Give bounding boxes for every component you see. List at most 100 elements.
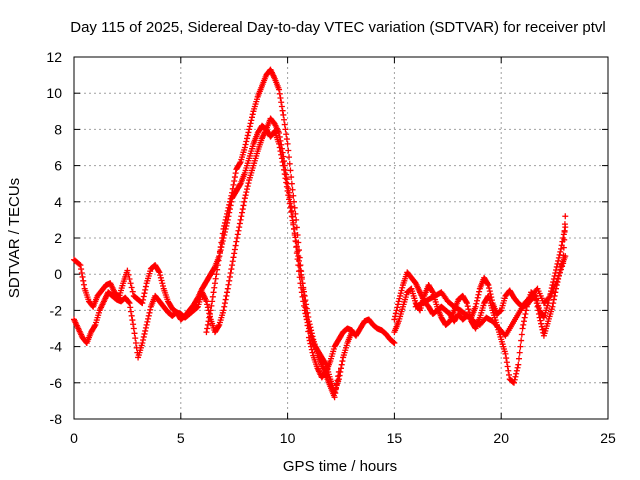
data-point	[128, 302, 131, 304]
data-point	[444, 324, 447, 326]
x-axis-label: GPS time / hours	[283, 458, 397, 475]
data-point	[342, 331, 344, 333]
data-point	[113, 291, 116, 294]
data-point	[402, 305, 404, 308]
data-point	[453, 320, 456, 323]
data-point	[115, 298, 118, 301]
data-point	[100, 289, 103, 292]
data-point	[483, 277, 485, 279]
data-point	[107, 291, 109, 294]
data-point	[222, 309, 225, 312]
data-point	[380, 329, 383, 332]
data-point	[440, 305, 443, 308]
data-point	[397, 320, 400, 323]
data-point	[536, 287, 539, 290]
data-point	[496, 313, 498, 315]
data-point	[269, 135, 272, 138]
y-tick-label: 2	[54, 230, 62, 246]
data-point	[86, 342, 88, 344]
data-point	[273, 77, 276, 80]
data-point	[513, 296, 515, 299]
data-point	[363, 320, 366, 323]
data-point	[239, 161, 242, 163]
data-point	[419, 309, 421, 312]
data-point	[145, 324, 148, 326]
data-point	[397, 300, 400, 303]
data-point	[453, 305, 456, 308]
y-tick-label: -4	[50, 339, 63, 355]
data-point	[248, 179, 250, 181]
data-point	[96, 295, 99, 297]
data-point	[474, 327, 477, 330]
data-point	[83, 287, 86, 290]
data-point	[278, 143, 280, 145]
data-point	[175, 311, 178, 314]
data-point	[389, 338, 391, 341]
y-tick-label: 8	[54, 121, 62, 137]
data-point	[564, 215, 567, 218]
data-point	[410, 287, 413, 290]
data-point	[551, 284, 554, 286]
data-point	[295, 240, 297, 243]
data-point	[248, 157, 250, 160]
data-point	[549, 295, 552, 297]
data-point	[508, 378, 511, 380]
data-point	[94, 324, 97, 326]
data-point	[141, 342, 144, 344]
data-point	[312, 354, 315, 357]
data-point	[538, 316, 541, 319]
data-point	[457, 298, 460, 301]
data-point	[126, 269, 129, 272]
data-point	[329, 360, 332, 362]
data-point	[111, 295, 114, 297]
data-point	[325, 374, 327, 377]
data-point	[162, 287, 165, 290]
data-point	[491, 309, 494, 312]
data-point	[244, 197, 246, 199]
series-5-markers	[412, 213, 569, 339]
data-point	[73, 318, 75, 321]
data-point	[406, 271, 409, 274]
y-tick-label: 10	[46, 85, 62, 101]
data-point	[150, 305, 152, 308]
data-point	[226, 210, 229, 212]
data-point	[171, 307, 174, 310]
data-point	[248, 128, 250, 131]
data-point	[530, 295, 532, 297]
data-point	[414, 305, 417, 308]
data-point	[562, 262, 564, 265]
data-point	[252, 143, 255, 145]
marks-layer	[71, 66, 569, 401]
data-point	[180, 318, 182, 321]
data-point	[423, 295, 426, 297]
data-point	[209, 273, 212, 276]
data-point	[449, 320, 451, 323]
y-axis-label: SDTVAR / TECUs	[6, 178, 23, 298]
data-point	[543, 334, 545, 337]
y-tick-label: 0	[54, 266, 62, 282]
y-tick-label: 12	[46, 49, 62, 65]
data-point	[184, 316, 186, 319]
data-point	[226, 219, 229, 221]
data-point	[98, 309, 101, 312]
data-point	[427, 284, 430, 286]
data-point	[333, 345, 336, 348]
data-point	[88, 300, 90, 303]
y-tick-label: 4	[54, 194, 62, 210]
data-point	[282, 114, 285, 116]
data-point	[150, 267, 152, 270]
data-point	[359, 327, 362, 330]
data-point	[218, 255, 221, 257]
data-point	[286, 190, 289, 192]
data-point	[282, 164, 285, 167]
data-point	[214, 282, 216, 285]
data-point	[393, 331, 396, 333]
data-point	[491, 320, 494, 323]
data-point	[291, 182, 293, 185]
data-point	[406, 291, 409, 294]
data-point	[526, 305, 528, 308]
x-tick-label: 0	[70, 430, 78, 446]
chart-title: Day 115 of 2025, Sidereal Day-to-day VTE…	[70, 19, 606, 36]
data-point	[81, 336, 84, 339]
data-point	[137, 356, 139, 359]
